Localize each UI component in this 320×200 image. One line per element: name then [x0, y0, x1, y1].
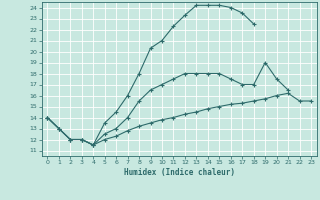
X-axis label: Humidex (Indice chaleur): Humidex (Indice chaleur) — [124, 168, 235, 177]
